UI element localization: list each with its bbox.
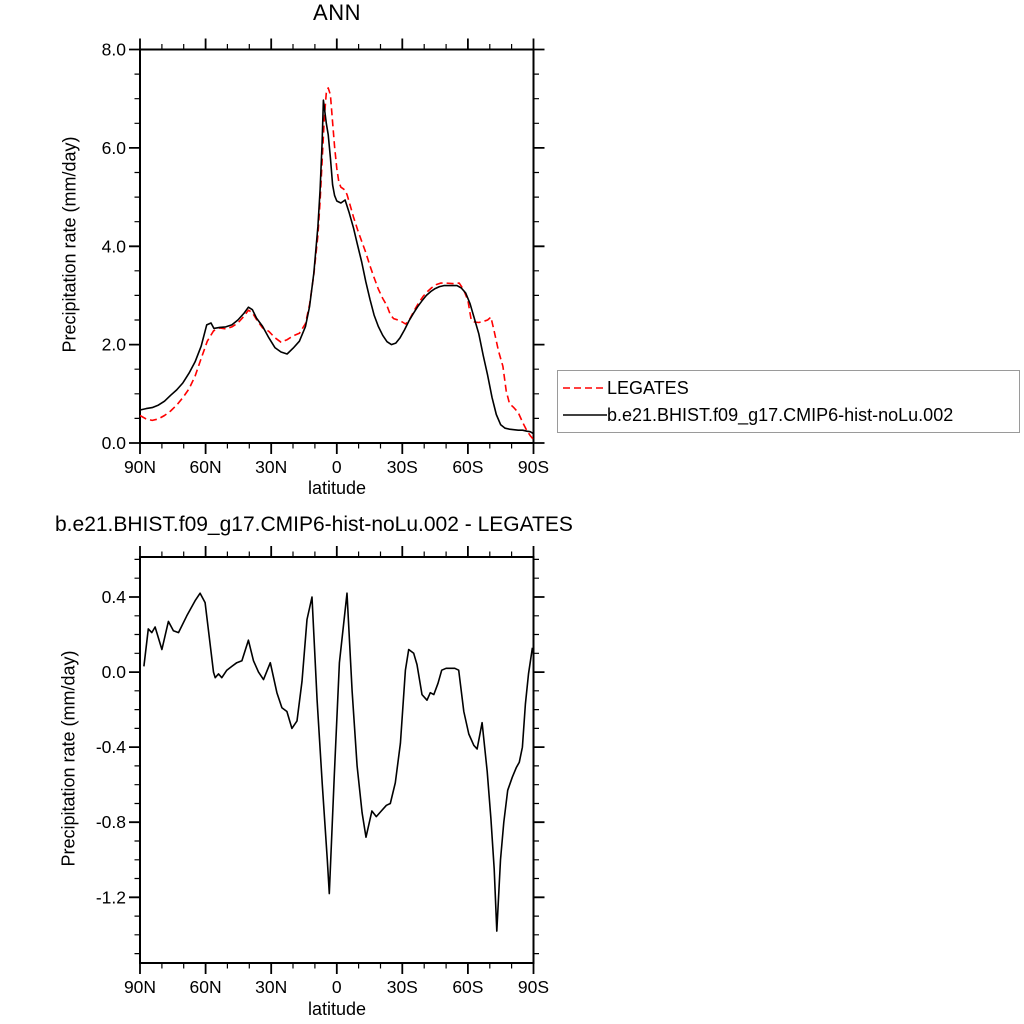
minor-ticks bbox=[134, 551, 539, 969]
top-chart-title: ANN bbox=[313, 0, 361, 25]
plot-area: 90N 60N 30N 0 30S 60S 90S 8.0 6.0 4.0 2.0 0.0 bbox=[102, 38, 549, 477]
x-tick-label: 90N bbox=[124, 457, 156, 477]
x-tick-label: 30N bbox=[255, 457, 287, 477]
difference-chart-title: b.e21.BHIST.f09_g17.CMIP6-hist-noLu.002 … bbox=[55, 513, 573, 536]
legend-entry-legates: LEGATES bbox=[563, 378, 1019, 398]
x-tick-label: 60S bbox=[452, 457, 483, 477]
y-tick-label: 8.0 bbox=[102, 40, 127, 60]
y-tick-label: -0.4 bbox=[96, 737, 126, 757]
x-tick-label: 90N bbox=[124, 977, 156, 997]
x-tick-label: 90S bbox=[518, 457, 549, 477]
x-tick-label: 30S bbox=[387, 977, 418, 997]
plot-frame bbox=[139, 556, 535, 964]
legates-observation-line bbox=[139, 87, 535, 441]
x-tick-label: 60N bbox=[190, 457, 222, 477]
top-chart-x-axis-label: latitude bbox=[307, 478, 367, 498]
y-tick-label: -0.8 bbox=[96, 812, 126, 832]
major-ticks bbox=[129, 38, 545, 454]
x-tick-label: 60N bbox=[190, 977, 222, 997]
plot-area: 90N 60N 30N 0 30S 60S 90S 0.4 0.0 -0.4 -0.8 -1.2 bbox=[96, 546, 549, 997]
legates-dashed-line-icon bbox=[563, 387, 607, 389]
model-solid-line-icon bbox=[563, 414, 607, 416]
top-chart-y-axis-label: Precipitation rate (mm/day) bbox=[59, 136, 80, 353]
y-tick-label: 0.4 bbox=[102, 587, 127, 607]
x-tick-label: 0 bbox=[332, 457, 342, 477]
difference-line bbox=[143, 592, 534, 932]
minor-ticks bbox=[134, 44, 539, 449]
x-tick-label: 0 bbox=[332, 977, 342, 997]
y-tick-label: 4.0 bbox=[102, 236, 127, 256]
major-ticks bbox=[129, 546, 545, 974]
x-tick-label: 60S bbox=[452, 977, 483, 997]
difference-chart-y-axis-label: Precipitation rate (mm/day) bbox=[58, 650, 79, 867]
y-tick-label: 2.0 bbox=[102, 335, 127, 355]
y-tick-label: -1.2 bbox=[96, 887, 126, 907]
legend-label-model: b.e21.BHIST.f09_g17.CMIP6-hist-noLu.002 bbox=[607, 405, 954, 425]
difference-chart-x-axis-label: latitude bbox=[307, 999, 367, 1019]
model-line bbox=[139, 99, 534, 435]
legend-box: LEGATES b.e21.BHIST.f09_g17.CMIP6-hist-n… bbox=[557, 370, 1020, 433]
y-tick-label: 0.0 bbox=[102, 433, 127, 453]
y-tick-label: 6.0 bbox=[102, 138, 127, 158]
legend-entry-model: b.e21.BHIST.f09_g17.CMIP6-hist-noLu.002 bbox=[563, 405, 1019, 425]
x-tick-label: 30N bbox=[255, 977, 287, 997]
legend-label-legates: LEGATES bbox=[607, 378, 689, 398]
x-tick-label: 90S bbox=[518, 977, 549, 997]
x-tick-label: 30S bbox=[387, 457, 418, 477]
y-tick-label: 0.0 bbox=[102, 662, 127, 682]
